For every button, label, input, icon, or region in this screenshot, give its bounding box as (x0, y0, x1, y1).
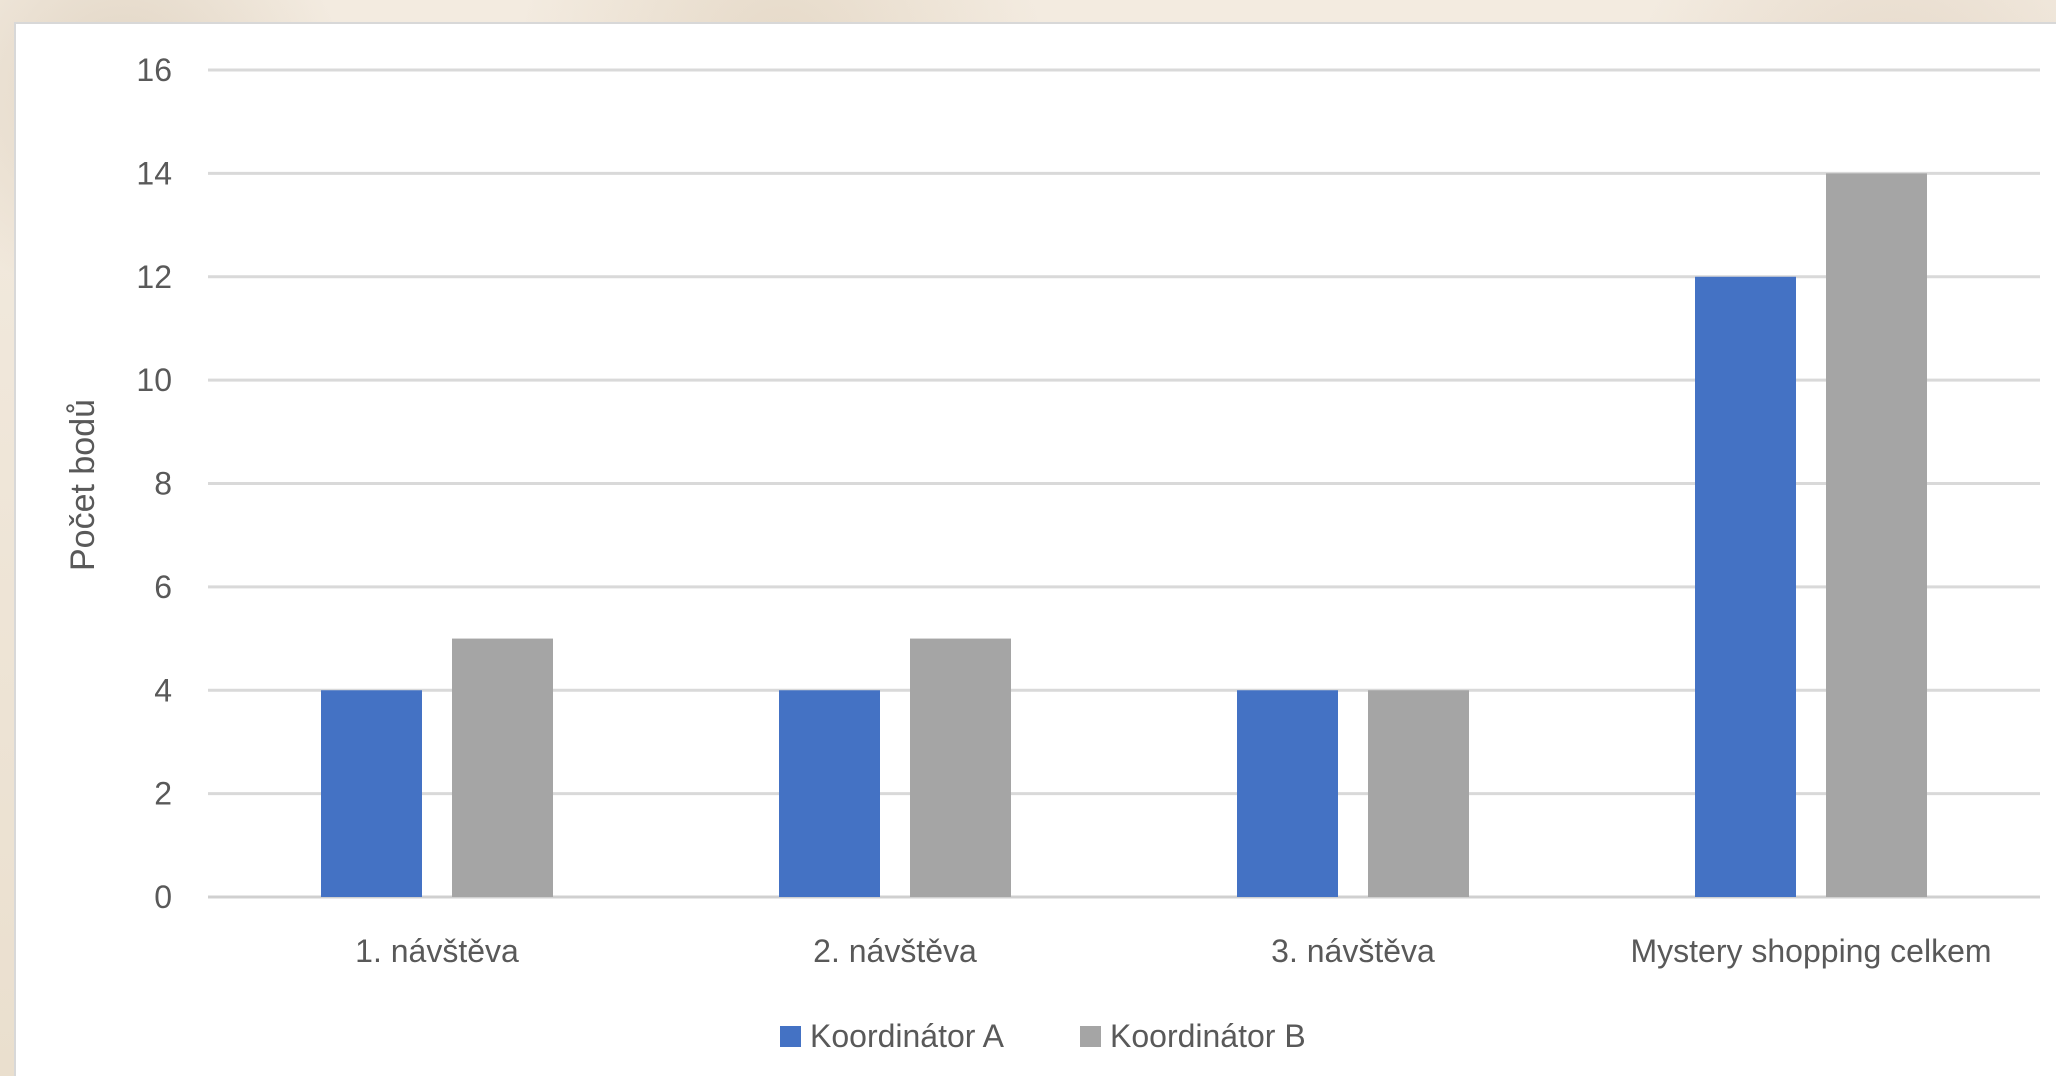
y-tick-label: 8 (154, 466, 172, 502)
x-category-label: 1. návštěva (355, 933, 519, 969)
y-tick-label: 10 (136, 362, 172, 398)
legend-label-koordinator-a: Koordinátor A (810, 1018, 1005, 1054)
y-tick-label: 4 (154, 672, 172, 708)
bar-koordinator-a-3 (1237, 690, 1338, 897)
legend-swatch-koordinator-b (1080, 1026, 1101, 1047)
bar-koordinator-b-4 (1826, 173, 1927, 897)
legend-label-koordinator-b: Koordinátor B (1110, 1018, 1306, 1054)
legend-swatch-koordinator-a (780, 1026, 801, 1047)
bar-koordinator-b-3 (1368, 690, 1469, 897)
x-axis-category-labels: 1. návštěva 2. návštěva 3. návštěva Mystery… (355, 933, 1991, 969)
y-tick-label: 6 (154, 569, 172, 605)
y-tick-label: 12 (136, 259, 172, 295)
bars (321, 173, 1927, 897)
bar-koordinator-a-4 (1695, 276, 1796, 897)
bar-koordinator-a-2 (779, 690, 880, 897)
x-category-label: Mystery shopping celkem (1630, 933, 1991, 969)
bar-koordinator-a-1 (321, 690, 422, 897)
x-category-label: 2. návštěva (813, 933, 977, 969)
legend: Koordinátor A Koordinátor B (780, 1018, 1306, 1054)
y-tick-label: 14 (136, 155, 172, 191)
bar-koordinator-b-1 (452, 638, 553, 897)
y-tick-label: 0 (154, 879, 172, 915)
y-axis-title: Počet bodů (64, 399, 102, 571)
x-category-label: 3. návštěva (1271, 933, 1435, 969)
y-tick-label: 16 (136, 52, 172, 88)
bar-koordinator-b-2 (910, 638, 1011, 897)
y-axis-tick-labels: 0 2 4 6 8 10 12 14 16 (136, 52, 172, 915)
y-tick-label: 2 (154, 776, 172, 812)
